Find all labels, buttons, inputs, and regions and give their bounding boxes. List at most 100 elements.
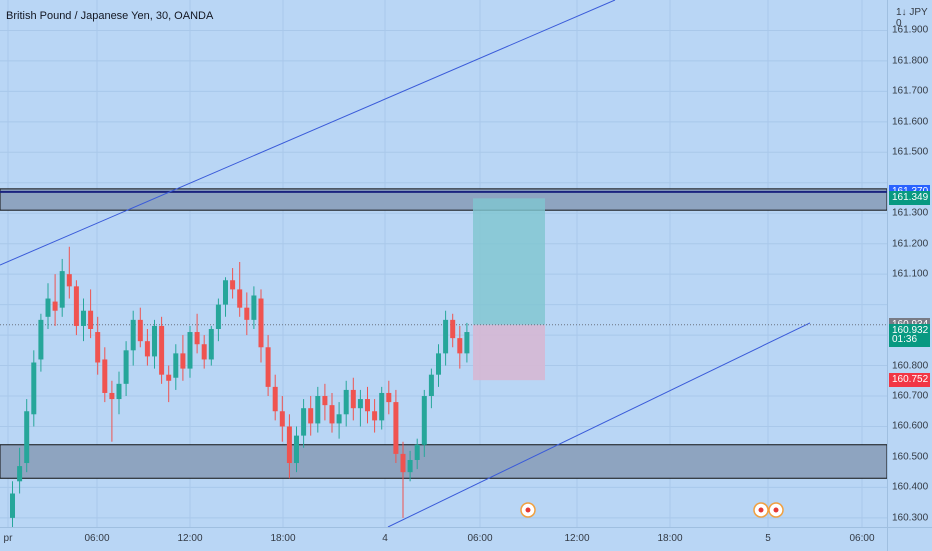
time-tick: 06:00: [467, 533, 493, 544]
candle-body: [301, 408, 307, 436]
position-stop-zone: [473, 324, 545, 381]
time-tick: 5: [765, 533, 771, 544]
candle-body: [343, 389, 349, 415]
candle-body: [88, 310, 94, 329]
candle-body: [81, 310, 86, 326]
price-axis[interactable]: 1↓ JPY 0 161.900 161.800 161.700 161.600 161…: [887, 0, 932, 527]
candle-body: [152, 325, 157, 357]
price-tick: 160.400: [892, 481, 929, 493]
candle-body: [24, 411, 30, 464]
time-tick: 12:00: [177, 533, 203, 544]
candle-body: [208, 328, 214, 360]
scale-marker: 1↓: [896, 7, 907, 18]
candle-body: [265, 347, 271, 387]
price-tick: 161.500: [892, 146, 929, 158]
candle-body: [173, 353, 179, 378]
time-tick: 06:00: [849, 533, 875, 544]
candle-body: [116, 383, 122, 400]
candle-body: [109, 392, 115, 400]
time-tick: 18:00: [270, 533, 296, 544]
time-tick: 12:00: [564, 533, 590, 544]
price-tick: 161.200: [892, 238, 929, 250]
candle-body: [166, 374, 172, 381]
candle-body: [294, 435, 299, 464]
candle-body: [215, 304, 221, 329]
candle-body: [379, 392, 385, 421]
candle-body: [137, 319, 143, 342]
candle-body: [350, 389, 356, 409]
candle-body: [272, 386, 278, 412]
time-axis[interactable]: pr 06:00 12:00 18:00 4 06:00 12:00 18:00 5 06:00: [0, 527, 887, 551]
candle-body: [123, 350, 129, 384]
candle-body: [336, 414, 342, 424]
candle-body: [400, 453, 406, 473]
price-axis-currency[interactable]: 1↓ JPY 0: [896, 7, 932, 29]
candle-body: [102, 359, 108, 393]
price-label-tag: 161.349: [889, 191, 930, 206]
price-tick: 161.600: [892, 116, 929, 128]
upper-trendline: [0, 0, 616, 266]
candle-body: [393, 402, 399, 454]
zone-support: [0, 444, 887, 479]
candle-body: [159, 325, 165, 375]
candle-body: [230, 280, 236, 290]
price-tick: 160.500: [892, 451, 929, 463]
candle-body: [130, 319, 136, 351]
candle-body: [180, 353, 186, 369]
price-tick: 160.800: [892, 360, 929, 372]
candle-body: [31, 362, 37, 415]
candle-body: [59, 271, 65, 308]
candle-body: [73, 286, 79, 326]
time-tick: 4: [382, 533, 388, 544]
price-tick: 161.300: [892, 207, 929, 219]
price-tick: 160.300: [892, 512, 929, 524]
event-icon-dot: [773, 507, 779, 513]
candle-body: [244, 307, 250, 320]
candle-body: [286, 426, 292, 464]
candle-body: [329, 405, 335, 424]
candle-body: [450, 319, 456, 339]
candle-body: [428, 374, 434, 397]
candle-body: [251, 295, 257, 320]
candle-body: [414, 444, 420, 460]
candle-body: [357, 399, 363, 409]
candle-body: [237, 289, 243, 308]
price-tick: 161.100: [892, 268, 929, 280]
price-tick: 161.700: [892, 85, 929, 97]
candle-body: [223, 280, 228, 305]
candle-body: [95, 332, 101, 363]
candle-body: [315, 396, 321, 424]
candle-body: [457, 338, 463, 354]
time-tick: pr: [3, 533, 13, 544]
candle-body: [144, 341, 150, 357]
candle-body: [66, 274, 72, 287]
candle-body: [10, 493, 15, 518]
uk-flag-event-icon-dot: [525, 507, 531, 513]
candle-body: [436, 353, 441, 375]
candle-body: [38, 319, 44, 360]
candle-body: [365, 399, 370, 412]
price-tick: 160.700: [892, 390, 929, 402]
chart-canvas[interactable]: [0, 0, 887, 527]
candle-body: [194, 332, 200, 345]
candle-body: [258, 298, 264, 348]
currency-label: JPY: [909, 7, 928, 18]
chart-title[interactable]: British Pound / Japanese Yen, 30, OANDA: [6, 10, 214, 22]
price-label-tag: 01:36: [889, 332, 930, 347]
candle-body: [464, 332, 470, 354]
chart-plot-area[interactable]: British Pound / Japanese Yen, 30, OANDA: [0, 0, 887, 527]
candle-body: [52, 301, 58, 311]
event-icon-dot: [758, 507, 764, 513]
time-tick: 06:00: [84, 533, 110, 544]
candle-body: [322, 396, 328, 406]
candle-body: [45, 298, 51, 317]
axis-corner: [887, 527, 932, 551]
position-target-zone: [473, 198, 545, 325]
candle-body: [187, 332, 193, 369]
price-tick: 161.800: [892, 55, 929, 67]
candle-body: [386, 392, 392, 403]
price-label-tag: 160.752: [889, 373, 930, 388]
candle-body: [372, 411, 378, 421]
candle-body: [421, 396, 427, 445]
time-tick: 18:00: [657, 533, 683, 544]
